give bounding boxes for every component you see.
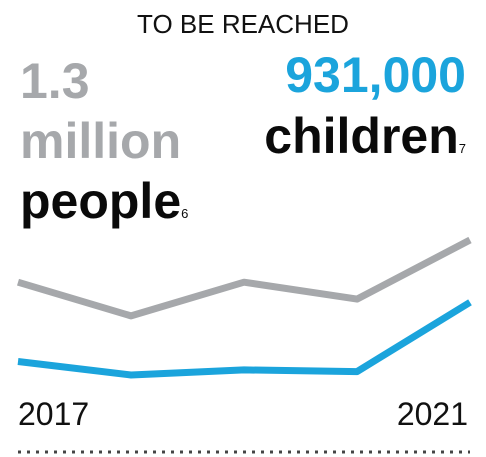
people-footnote: 6 bbox=[181, 206, 189, 221]
people-value-line1: 1.3 bbox=[20, 53, 90, 109]
header-title: TO BE REACHED bbox=[137, 9, 349, 39]
people-label-text: people bbox=[20, 173, 182, 229]
series-line-children bbox=[17, 299, 472, 379]
people-label: people6 bbox=[20, 176, 188, 226]
children-label-text: children bbox=[264, 108, 459, 164]
people-value-line2: million bbox=[20, 113, 182, 169]
x-tick-label-start: 2017 bbox=[18, 396, 90, 432]
children-footnote: 7 bbox=[458, 141, 466, 156]
children-label: children7 bbox=[264, 111, 466, 161]
x-tick-label-end: 2021 bbox=[396, 396, 468, 432]
series-line-people bbox=[16, 236, 472, 320]
children-value: 931,000 bbox=[285, 47, 466, 103]
